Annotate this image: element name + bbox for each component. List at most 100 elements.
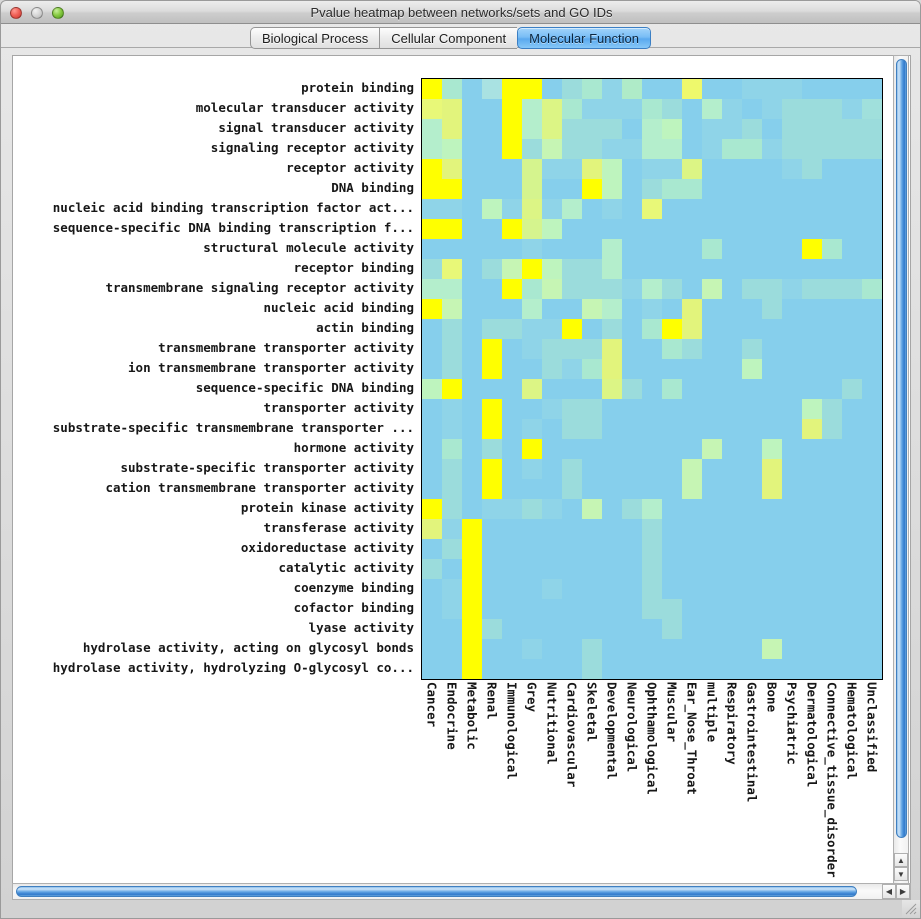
heatmap-cell[interactable]	[782, 639, 802, 659]
horizontal-scrollbar[interactable]: ◀ ▶	[12, 883, 911, 900]
heatmap-cell[interactable]	[842, 599, 862, 619]
heatmap-cell[interactable]	[442, 379, 462, 399]
heatmap-cell[interactable]	[522, 319, 542, 339]
heatmap-cell[interactable]	[742, 259, 762, 279]
heatmap-cell[interactable]	[582, 99, 602, 119]
heatmap-cell[interactable]	[562, 139, 582, 159]
heatmap-cell[interactable]	[482, 559, 502, 579]
heatmap-cell[interactable]	[582, 179, 602, 199]
heatmap-cell[interactable]	[622, 99, 642, 119]
heatmap-cell[interactable]	[722, 599, 742, 619]
heatmap-cell[interactable]	[802, 639, 822, 659]
heatmap-cell[interactable]	[842, 539, 862, 559]
heatmap-cell[interactable]	[802, 599, 822, 619]
heatmap-cell[interactable]	[642, 219, 662, 239]
heatmap-cell[interactable]	[642, 159, 662, 179]
heatmap-cell[interactable]	[542, 159, 562, 179]
vertical-scrollbar[interactable]: ▲ ▼	[893, 55, 909, 884]
heatmap-cell[interactable]	[762, 259, 782, 279]
heatmap-cell[interactable]	[522, 499, 542, 519]
heatmap-cell[interactable]	[842, 639, 862, 659]
heatmap-cell[interactable]	[622, 219, 642, 239]
heatmap-cell[interactable]	[762, 479, 782, 499]
heatmap-cell[interactable]	[422, 539, 442, 559]
heatmap-cell[interactable]	[662, 319, 682, 339]
heatmap-cell[interactable]	[442, 259, 462, 279]
heatmap-cell[interactable]	[602, 219, 622, 239]
heatmap-cell[interactable]	[622, 359, 642, 379]
heatmap-cell[interactable]	[502, 259, 522, 279]
heatmap-cell[interactable]	[622, 119, 642, 139]
heatmap-cell[interactable]	[862, 399, 882, 419]
heatmap-cell[interactable]	[742, 79, 762, 99]
heatmap-cell[interactable]	[862, 359, 882, 379]
heatmap-cell[interactable]	[722, 539, 742, 559]
heatmap-cell[interactable]	[782, 219, 802, 239]
heatmap-cell[interactable]	[442, 419, 462, 439]
heatmap-cell[interactable]	[442, 599, 462, 619]
heatmap-cell[interactable]	[662, 519, 682, 539]
heatmap-cell[interactable]	[502, 179, 522, 199]
heatmap-cell[interactable]	[702, 239, 722, 259]
heatmap-cell[interactable]	[782, 459, 802, 479]
heatmap-cell[interactable]	[582, 199, 602, 219]
heatmap-cell[interactable]	[562, 179, 582, 199]
vertical-scrollbar-thumb[interactable]	[896, 59, 907, 838]
heatmap-cell[interactable]	[662, 619, 682, 639]
heatmap-cell[interactable]	[762, 399, 782, 419]
heatmap-cell[interactable]	[562, 259, 582, 279]
heatmap-cell[interactable]	[682, 559, 702, 579]
tab-biological-process[interactable]: Biological Process	[250, 27, 380, 49]
heatmap-cell[interactable]	[842, 399, 862, 419]
heatmap-cell[interactable]	[622, 459, 642, 479]
heatmap-cell[interactable]	[862, 439, 882, 459]
heatmap-cell[interactable]	[662, 139, 682, 159]
heatmap-cell[interactable]	[742, 319, 762, 339]
heatmap-cell[interactable]	[662, 119, 682, 139]
heatmap-cell[interactable]	[582, 79, 602, 99]
heatmap-cell[interactable]	[522, 559, 542, 579]
heatmap-cell[interactable]	[662, 419, 682, 439]
heatmap-cell[interactable]	[422, 339, 442, 359]
heatmap-cell[interactable]	[582, 139, 602, 159]
heatmap-cell[interactable]	[782, 79, 802, 99]
heatmap-cell[interactable]	[802, 579, 822, 599]
close-window-button[interactable]	[10, 7, 22, 19]
heatmap-cell[interactable]	[702, 159, 722, 179]
heatmap-cell[interactable]	[862, 539, 882, 559]
heatmap-cell[interactable]	[462, 559, 482, 579]
heatmap-cell[interactable]	[702, 579, 722, 599]
heatmap-cell[interactable]	[702, 319, 722, 339]
heatmap-cell[interactable]	[722, 279, 742, 299]
heatmap-cell[interactable]	[502, 579, 522, 599]
heatmap-cell[interactable]	[562, 439, 582, 459]
heatmap-cell[interactable]	[582, 439, 602, 459]
heatmap-cell[interactable]	[542, 359, 562, 379]
heatmap-cell[interactable]	[802, 99, 822, 119]
heatmap-cell[interactable]	[502, 599, 522, 619]
heatmap-cell[interactable]	[622, 419, 642, 439]
heatmap-cell[interactable]	[602, 499, 622, 519]
heatmap-cell[interactable]	[522, 579, 542, 599]
heatmap-cell[interactable]	[482, 539, 502, 559]
heatmap-cell[interactable]	[582, 579, 602, 599]
heatmap-cell[interactable]	[682, 319, 702, 339]
scroll-right-button[interactable]: ▶	[896, 884, 910, 899]
heatmap-cell[interactable]	[742, 519, 762, 539]
heatmap-cell[interactable]	[842, 499, 862, 519]
heatmap-cell[interactable]	[702, 279, 722, 299]
heatmap-cell[interactable]	[682, 519, 702, 539]
heatmap-cell[interactable]	[662, 599, 682, 619]
heatmap-cell[interactable]	[542, 399, 562, 419]
heatmap-cell[interactable]	[782, 499, 802, 519]
heatmap-cell[interactable]	[822, 579, 842, 599]
heatmap-cell[interactable]	[642, 279, 662, 299]
heatmap-cell[interactable]	[422, 279, 442, 299]
heatmap-cell[interactable]	[822, 159, 842, 179]
heatmap-cell[interactable]	[702, 459, 722, 479]
heatmap-cell[interactable]	[602, 439, 622, 459]
heatmap-cell[interactable]	[822, 479, 842, 499]
heatmap-cell[interactable]	[502, 139, 522, 159]
heatmap-cell[interactable]	[602, 459, 622, 479]
heatmap-cell[interactable]	[542, 199, 562, 219]
